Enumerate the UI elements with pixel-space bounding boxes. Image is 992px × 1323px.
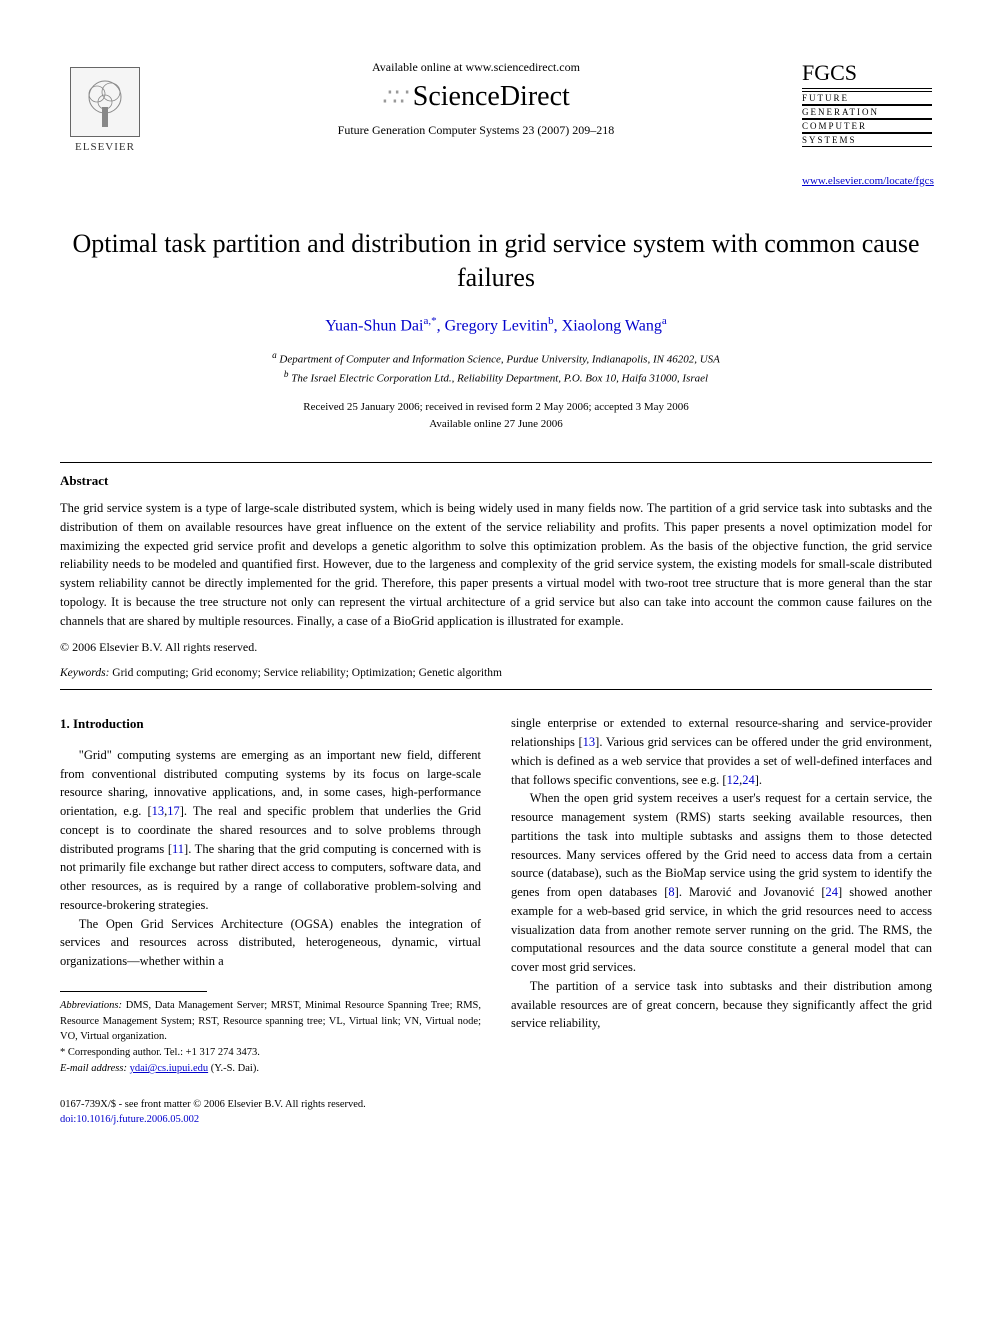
ref-11[interactable]: 11 [172, 842, 184, 856]
center-header: Available online at www.sciencedirect.co… [150, 60, 802, 138]
abbreviations: Abbreviations: DMS, Data Management Serv… [60, 998, 481, 1045]
body-columns: 1. Introduction "Grid" computing systems… [60, 714, 932, 1076]
col2-p1: single enterprise or extended to externa… [511, 714, 932, 789]
fgcs-link[interactable]: www.elsevier.com/locate/fgcs [802, 175, 932, 187]
authors-line: Yuan-Shun Daia,*, Gregory Levitinb, Xiao… [60, 315, 932, 335]
footer: 0167-739X/$ - see front matter © 2006 El… [60, 1097, 932, 1129]
sciencedirect-icon: ∴∵ [382, 83, 407, 112]
dates: Received 25 January 2006; received in re… [60, 399, 932, 432]
keywords: Keywords: Grid computing; Grid economy; … [60, 667, 932, 679]
keywords-label: Keywords: [60, 667, 109, 679]
fgcs-sub2: GENERATION [802, 105, 932, 119]
dates-line2: Available online 27 June 2006 [429, 418, 563, 430]
column-right: single enterprise or extended to externa… [511, 714, 932, 1076]
elsevier-label: ELSEVIER [75, 141, 135, 153]
fgcs-sub4: SYSTEMS [802, 133, 932, 147]
sciencedirect-logo: ∴∵ ScienceDirect [150, 81, 802, 113]
email-line: E-mail address: ydai@cs.iupui.edu (Y.-S.… [60, 1061, 481, 1077]
keywords-text: Grid computing; Grid economy; Service re… [109, 667, 502, 679]
elsevier-logo: ELSEVIER [60, 60, 150, 160]
author-2-sup: b [548, 315, 554, 327]
col2-p3: The partition of a service task into sub… [511, 977, 932, 1033]
column-left: 1. Introduction "Grid" computing systems… [60, 714, 481, 1076]
divider-bottom [60, 689, 932, 690]
author-3: Xiaolong Wang [562, 317, 662, 334]
fgcs-journal-box: FGCS FUTURE GENERATION COMPUTER SYSTEMS … [802, 60, 932, 187]
abstract-heading: Abstract [60, 473, 932, 489]
intro-p1: "Grid" computing systems are emerging as… [60, 746, 481, 915]
email-link[interactable]: ydai@cs.iupui.edu [130, 1063, 209, 1074]
affiliation-b: The Israel Electric Corporation Ltd., Re… [291, 373, 708, 385]
footnotes: Abbreviations: DMS, Data Management Serv… [60, 998, 481, 1077]
ref-13[interactable]: 13 [152, 804, 165, 818]
copyright: © 2006 Elsevier B.V. All rights reserved… [60, 640, 932, 655]
doi-link[interactable]: doi:10.1016/j.future.2006.05.002 [60, 1112, 932, 1128]
ref-24b[interactable]: 24 [826, 885, 839, 899]
ref-17[interactable]: 17 [167, 804, 180, 818]
footnote-divider [60, 991, 207, 992]
paper-title: Optimal task partition and distribution … [60, 227, 932, 295]
divider-top [60, 462, 932, 463]
ref-24[interactable]: 24 [742, 773, 755, 787]
sciencedirect-text: ScienceDirect [413, 81, 570, 113]
ref-12[interactable]: 12 [727, 773, 740, 787]
col2-p2: When the open grid system receives a use… [511, 789, 932, 977]
author-3-sup: a [662, 315, 667, 327]
fgcs-sub3: COMPUTER [802, 119, 932, 133]
elsevier-tree-icon [70, 67, 140, 137]
dates-line1: Received 25 January 2006; received in re… [303, 401, 689, 413]
affiliation-a: Department of Computer and Information S… [279, 354, 719, 366]
fgcs-title: FGCS [802, 60, 932, 89]
corresponding-author: * Corresponding author. Tel.: +1 317 274… [60, 1045, 481, 1061]
author-1-sup: a,* [423, 315, 436, 327]
issn-line: 0167-739X/$ - see front matter © 2006 El… [60, 1097, 932, 1113]
author-2: Gregory Levitin [445, 317, 549, 334]
intro-heading: 1. Introduction [60, 714, 481, 734]
available-online-text: Available online at www.sciencedirect.co… [150, 60, 802, 75]
intro-p2: The Open Grid Services Architecture (OGS… [60, 915, 481, 971]
header-row: ELSEVIER Available online at www.science… [60, 60, 932, 187]
journal-reference: Future Generation Computer Systems 23 (2… [150, 123, 802, 138]
affiliations: a Department of Computer and Information… [60, 349, 932, 387]
ref-13b[interactable]: 13 [583, 735, 596, 749]
abstract-text: The grid service system is a type of lar… [60, 499, 932, 630]
author-1: Yuan-Shun Dai [325, 317, 423, 334]
fgcs-sub1: FUTURE [802, 91, 932, 105]
